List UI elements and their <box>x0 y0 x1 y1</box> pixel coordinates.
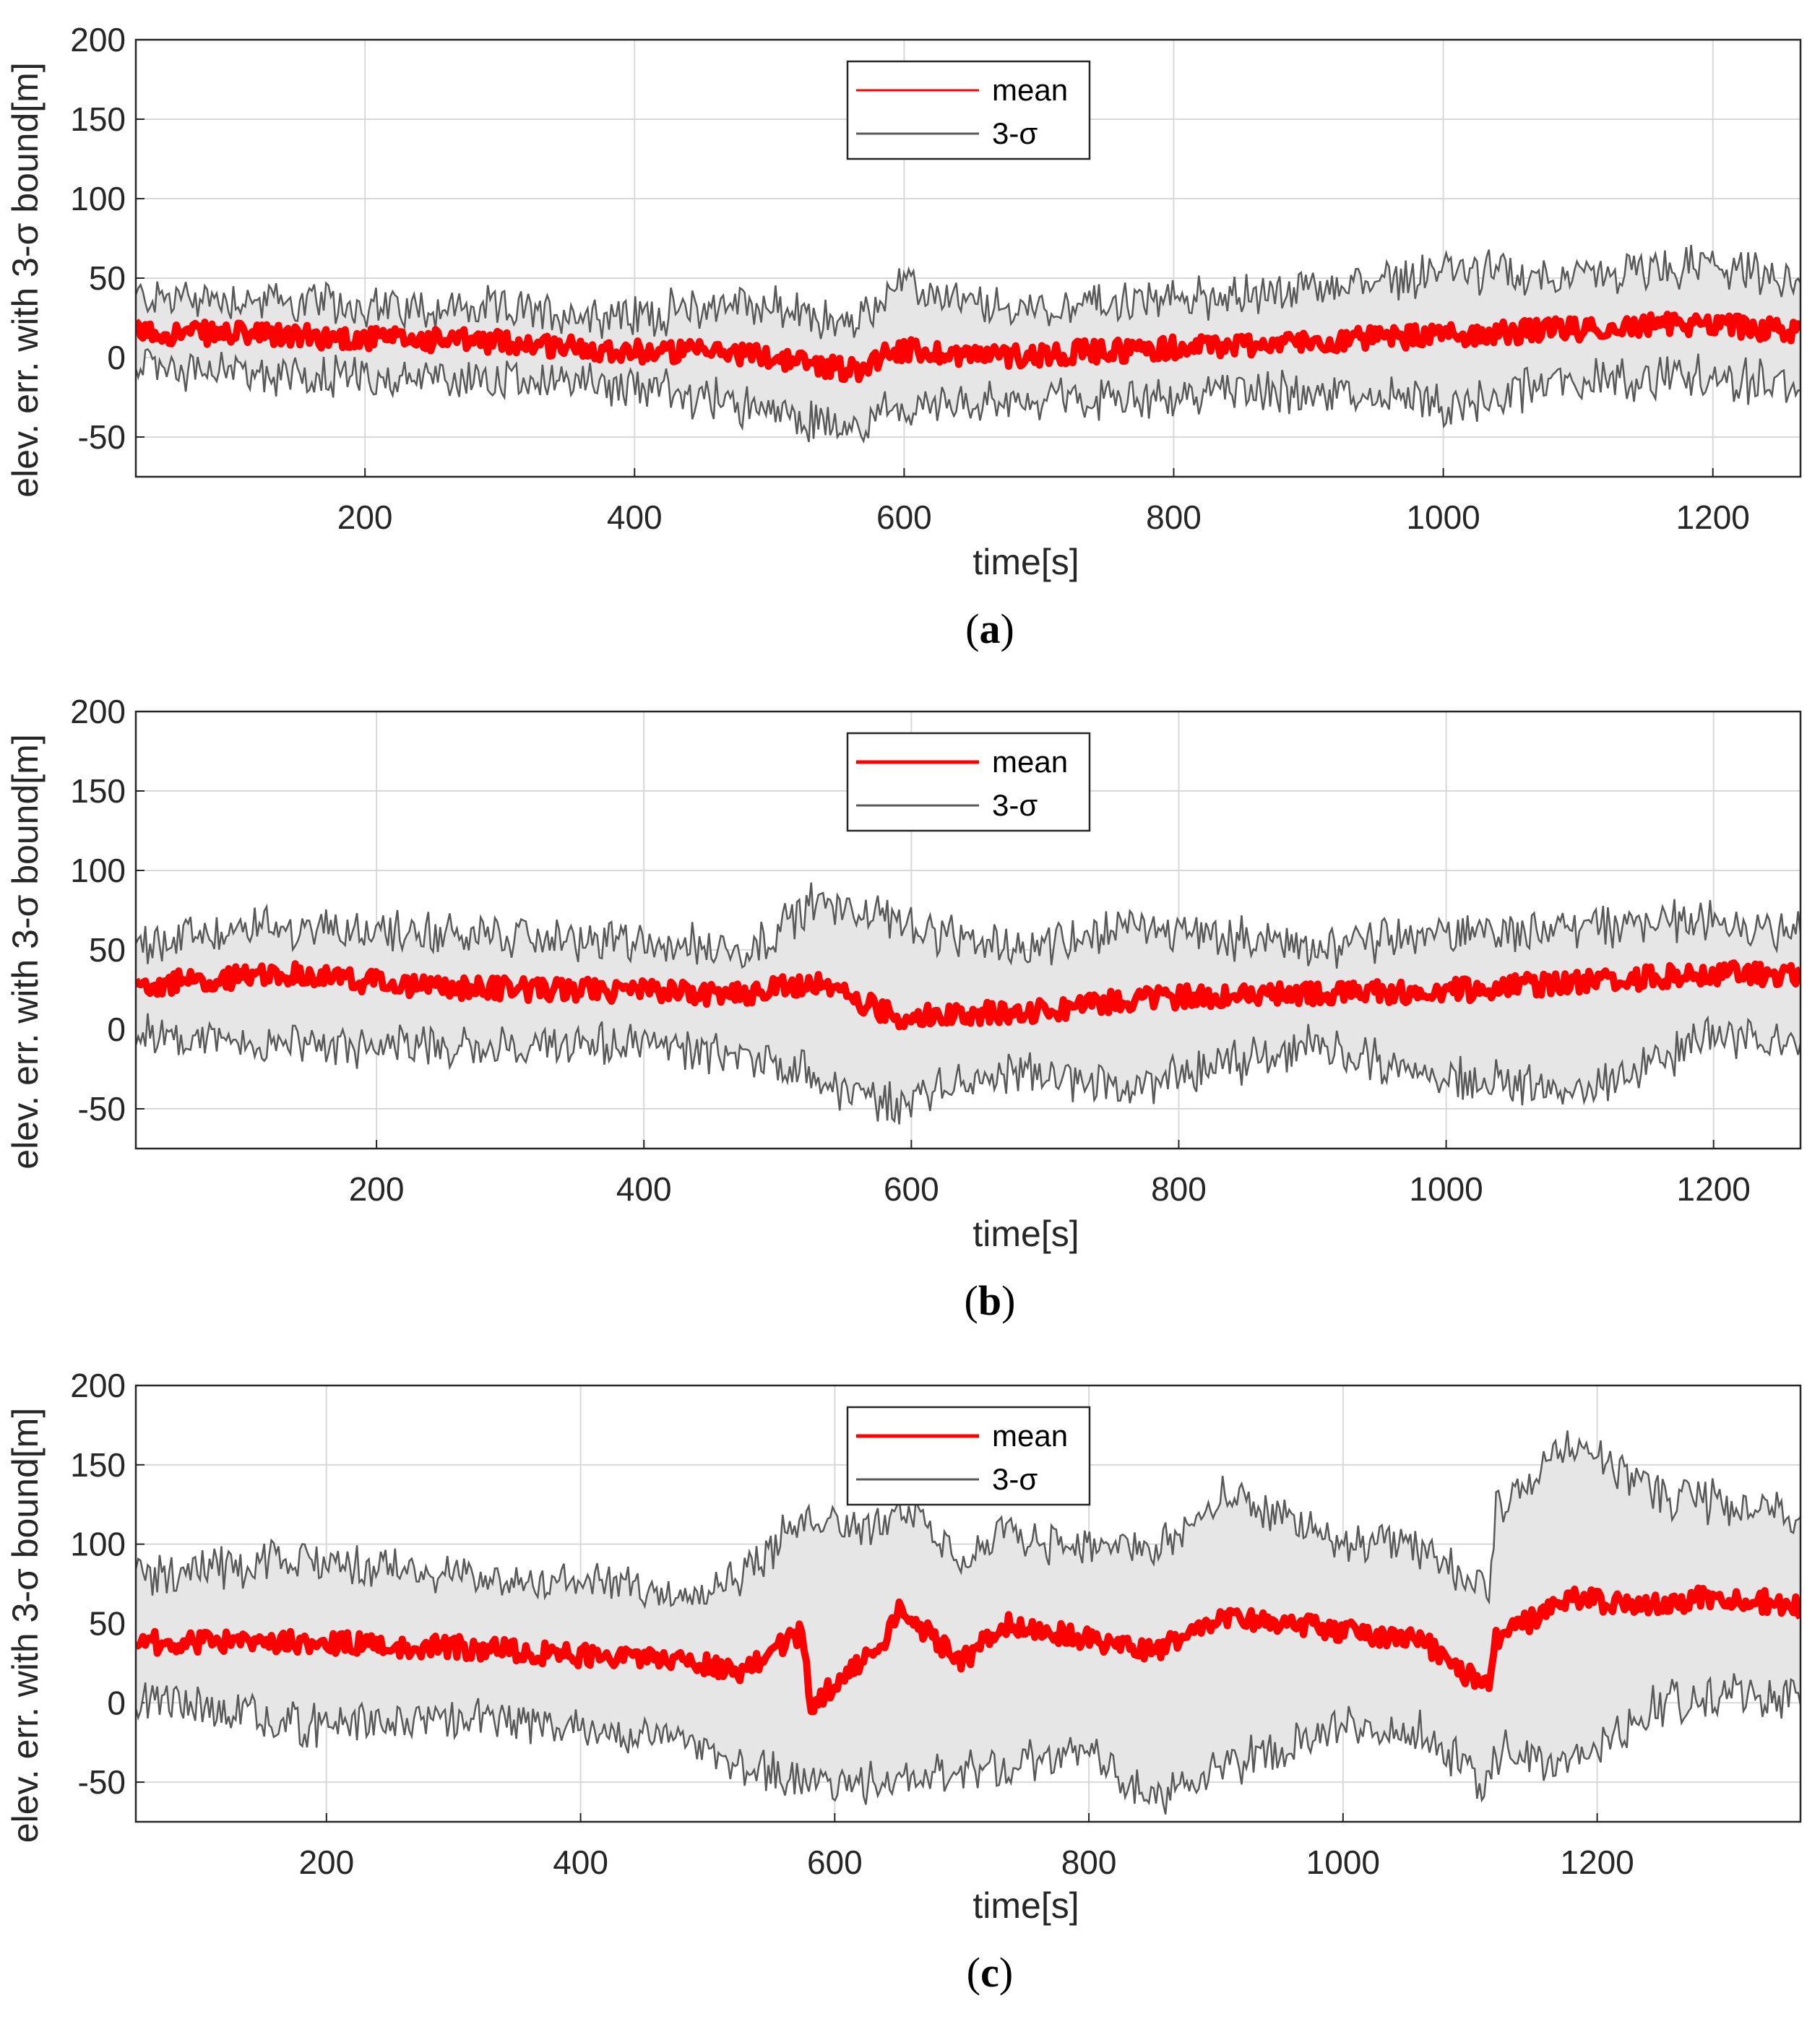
sigma-band <box>136 245 1800 442</box>
y-tick-label: 150 <box>70 772 126 810</box>
panel-caption: (a) <box>965 605 1014 652</box>
y-tick-label: 50 <box>89 259 126 297</box>
y-axis-label: elev. err. with 3-σ bound[m] <box>5 734 46 1169</box>
x-tick-label: 800 <box>1151 1170 1207 1208</box>
y-tick-label: 200 <box>70 21 126 59</box>
y-tick-label: 150 <box>70 1446 126 1484</box>
y-tick-label: 200 <box>70 1367 126 1404</box>
x-tick-label: 1000 <box>1409 1170 1483 1208</box>
x-tick-label: 600 <box>876 498 932 536</box>
x-tick-label: 600 <box>807 1843 863 1881</box>
x-tick-label: 200 <box>298 1843 354 1881</box>
y-tick-label: 0 <box>107 1011 126 1048</box>
panel-caption: (b) <box>965 1277 1016 1324</box>
y-tick-label: -50 <box>78 1090 126 1128</box>
y-tick-label: 100 <box>70 1526 126 1563</box>
y-tick-label: 50 <box>89 1604 126 1642</box>
y-tick-label: -50 <box>78 1763 126 1801</box>
legend-box <box>846 1406 1091 1506</box>
x-tick-label: 800 <box>1061 1843 1117 1881</box>
x-tick-label: 1000 <box>1306 1843 1380 1881</box>
mean-line <box>136 311 1800 384</box>
x-tick-label: 1200 <box>1677 1170 1751 1208</box>
sigma-lower-line <box>136 1673 1800 1815</box>
mean-line <box>136 959 1800 1031</box>
y-axis-label: elev. err. with 3-σ bound[m] <box>5 1408 46 1843</box>
plot-frame <box>134 710 1802 1150</box>
x-tick-label: 400 <box>553 1843 608 1881</box>
sigma-lower-line <box>136 1013 1800 1125</box>
legend-label-mean: mean <box>992 1419 1068 1453</box>
legend-label-mean: mean <box>992 745 1068 779</box>
legend-label-mean: mean <box>992 73 1068 107</box>
sigma-upper-line <box>136 1430 1800 1609</box>
y-tick-label: 0 <box>107 339 126 376</box>
plot-frame <box>134 38 1802 478</box>
x-tick-label: 600 <box>884 1170 939 1208</box>
y-tick-label: 0 <box>107 1684 126 1721</box>
x-axis-label: time[s] <box>972 542 1079 582</box>
y-tick-label: 100 <box>70 180 126 217</box>
y-axis-label: elev. err. with 3-σ bound[m] <box>5 62 46 497</box>
chart-panel-c: 200 400 600 800 1000 1200 -50 0 50 100 150 200 time[… <box>5 1367 1802 1996</box>
plot-frame <box>134 1384 1802 1823</box>
chart-panel-a: 200 400 600 800 1000 1200 -50 0 50 100 150 200 time[… <box>5 21 1802 652</box>
y-tick-label: -50 <box>78 418 126 456</box>
panel-caption: (c) <box>967 1949 1013 1996</box>
sigma-upper-line <box>136 882 1800 969</box>
x-tick-label: 1200 <box>1676 498 1750 536</box>
x-axis-label: time[s] <box>972 1214 1079 1254</box>
x-tick-label: 800 <box>1146 498 1202 536</box>
legend-box <box>846 732 1091 832</box>
legend-label-sigma: 3-σ <box>992 116 1038 150</box>
legend-label-sigma: 3-σ <box>992 788 1038 822</box>
legend-box <box>846 60 1091 160</box>
x-tick-label: 200 <box>337 498 393 536</box>
x-tick-label: 1200 <box>1560 1843 1634 1881</box>
sigma-upper-line <box>136 245 1800 340</box>
sigma-band <box>136 882 1800 1125</box>
y-tick-label: 100 <box>70 852 126 889</box>
x-tick-label: 200 <box>349 1170 405 1208</box>
sigma-lower-line <box>136 347 1800 444</box>
x-axis-label: time[s] <box>972 1885 1079 1926</box>
y-tick-label: 150 <box>70 100 126 138</box>
legend-label-sigma: 3-σ <box>992 1462 1038 1496</box>
x-tick-label: 1000 <box>1406 498 1480 536</box>
y-tick-label: 200 <box>70 693 126 730</box>
y-tick-label: 50 <box>89 931 126 969</box>
sigma-band <box>136 1430 1800 1815</box>
mean-line <box>136 1584 1800 1716</box>
chart-panel-b: 200 400 600 800 1000 1200 -50 0 50 100 150 200 time[… <box>5 693 1802 1324</box>
x-tick-label: 400 <box>616 1170 672 1208</box>
x-tick-label: 400 <box>607 498 663 536</box>
